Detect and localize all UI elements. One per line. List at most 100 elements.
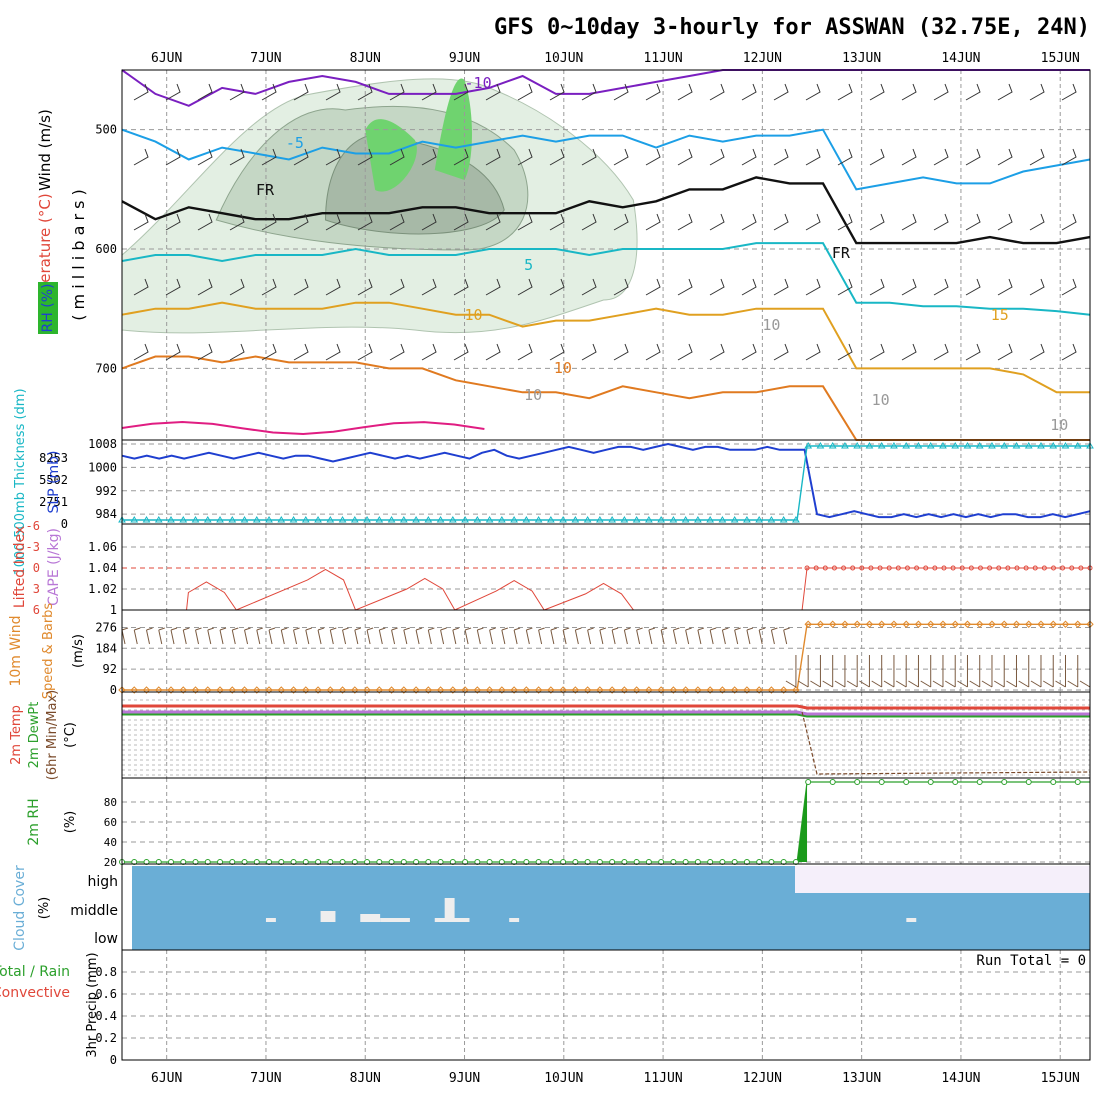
li-marker <box>877 565 883 571</box>
wind-barb <box>549 83 565 101</box>
wind-barb <box>261 213 277 231</box>
thickness-marker <box>1000 442 1009 449</box>
wind-barb <box>773 148 789 166</box>
surface-barb <box>440 627 447 645</box>
wind-barb <box>517 213 533 231</box>
temp2m-line <box>122 704 1090 710</box>
wind-marker <box>988 620 996 628</box>
rh-marker <box>903 779 910 785</box>
wind-marker <box>779 686 788 694</box>
wind-barb <box>965 278 981 296</box>
contour-label: 10 <box>872 391 890 409</box>
thickness-marker <box>375 516 384 523</box>
run-total: Run Total = 0 <box>976 953 1086 969</box>
wind-barb <box>485 278 501 296</box>
surface-barb <box>427 627 435 645</box>
wind-barb <box>229 213 245 231</box>
wind-barb <box>805 343 821 361</box>
wind-marker <box>877 620 886 628</box>
wind-tick: 184 <box>95 641 117 655</box>
thickness-marker <box>681 516 690 523</box>
wind-marker <box>706 686 714 694</box>
wind-barb <box>453 278 469 296</box>
thickness-marker <box>461 516 469 523</box>
li-tick: 6 <box>33 603 40 617</box>
slp-tick: 984 <box>95 507 117 521</box>
wind-barb <box>357 278 373 296</box>
surface-barb <box>797 655 809 688</box>
thickness-marker <box>277 516 286 523</box>
wind-barb <box>837 343 853 361</box>
cloud-level-low: low <box>94 931 118 947</box>
thickness-marker <box>363 516 371 523</box>
wind-barb <box>869 213 885 231</box>
wind-barb <box>229 83 245 101</box>
surface-barb <box>513 627 521 645</box>
wind-marker <box>277 686 285 694</box>
contour-label: FR <box>832 244 851 262</box>
surface-barb <box>783 627 790 645</box>
surface-barb <box>944 655 956 688</box>
wind-marker <box>363 686 371 694</box>
surface-barb <box>721 627 729 645</box>
date-label: 13JUN <box>842 1071 881 1086</box>
wind-barb <box>741 83 757 101</box>
wind-marker <box>902 620 910 628</box>
wind-barb <box>805 83 821 101</box>
date-label: 8JUN <box>350 1071 381 1086</box>
surface-barb <box>636 627 643 645</box>
thickness-marker <box>767 516 776 523</box>
surface-barb <box>1018 655 1030 688</box>
wind-marker <box>228 686 236 694</box>
surface-barb <box>476 627 484 645</box>
surface-barb <box>834 655 846 688</box>
wind-barb <box>357 213 373 231</box>
surface-barb <box>770 627 778 645</box>
wind-marker <box>608 686 616 694</box>
thickness-marker <box>338 516 347 523</box>
wind-barb <box>517 83 533 101</box>
contour-labels: -10 -5 FR FR 5 10 10 15 10 10 10 10 <box>256 74 1068 434</box>
surface-barb <box>685 627 692 645</box>
thickness-marker <box>1061 442 1070 449</box>
pressure-tick: 700 <box>95 361 117 375</box>
wind-barb <box>869 148 885 166</box>
wind-barb <box>293 83 309 101</box>
cape-ylabel-left: Lifted Index <box>12 526 28 608</box>
thickness-marker <box>828 442 837 449</box>
wind-barb <box>549 278 565 296</box>
precip-ticks: 0.8 0.6 0.4 0.2 0 <box>95 965 117 1067</box>
rh-tick: 20 <box>104 856 117 869</box>
wind-barb <box>133 213 149 231</box>
wind-barb <box>485 83 501 101</box>
wind-barb <box>293 278 309 296</box>
wind-barb <box>261 343 277 361</box>
date-label: 7JUN <box>250 1071 281 1086</box>
rh-marker <box>952 779 959 785</box>
wind-marker <box>559 686 567 694</box>
wind-barb <box>453 213 469 231</box>
rh-shading <box>121 78 638 334</box>
wind-marker <box>571 686 580 694</box>
wind-marker <box>387 686 396 694</box>
wind-barb <box>325 213 341 231</box>
surface-barb <box>489 627 496 645</box>
wind-marker <box>645 686 653 694</box>
temp-contour <box>121 176 1091 245</box>
precip-grid <box>122 950 1090 1061</box>
rh-marker <box>927 779 934 785</box>
wind-barb <box>517 148 533 166</box>
contour-label: 15 <box>991 306 1009 324</box>
wind-barb <box>1061 278 1077 296</box>
wind-barb <box>773 278 789 296</box>
wind-units: (m/s) <box>71 634 86 668</box>
wind-marker <box>510 686 518 694</box>
wind-barb <box>1029 83 1045 101</box>
surface-barb <box>403 627 410 645</box>
wind-marker <box>351 686 359 694</box>
upper-ylabel-mb: ( m i l l i b a r s ) <box>69 189 88 321</box>
temp-contour <box>121 128 1091 191</box>
wind-barb <box>197 83 213 101</box>
li-marker <box>886 565 892 571</box>
wind-marker <box>927 620 935 628</box>
